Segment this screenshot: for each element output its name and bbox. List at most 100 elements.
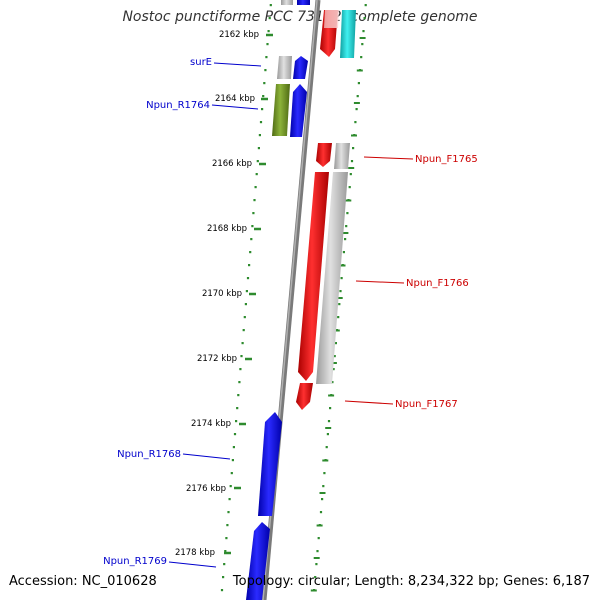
gene-Npun_F1766 — [298, 172, 329, 381]
left-track-dot — [229, 485, 232, 488]
scale-2172: 2172 kbp — [197, 354, 252, 364]
left-track-dot — [258, 134, 261, 137]
left-track-dot — [239, 368, 242, 371]
left-track-dot — [256, 160, 259, 163]
left-track-dot — [254, 186, 257, 189]
scale-label: 2168 kbp — [207, 224, 247, 234]
gene-Npun_R1764 — [290, 84, 307, 137]
left-track-dot — [238, 381, 241, 384]
right-track-dot — [331, 381, 334, 384]
scale-2170: 2170 kbp — [202, 289, 256, 299]
scale-label: 2178 kbp — [175, 548, 215, 558]
gene-Npun_R1769 — [246, 522, 270, 600]
left-track-dot — [265, 56, 268, 59]
right-track-dot — [342, 251, 345, 254]
left-track-dot — [242, 329, 245, 332]
gene-top-blue-partial — [297, 0, 310, 5]
left-track-dot — [245, 290, 248, 293]
right-track-dot — [326, 433, 329, 436]
right-track-dot — [357, 82, 360, 85]
left-track-dot — [226, 524, 229, 527]
right-track-dot — [348, 186, 351, 189]
left-track-dot — [232, 446, 235, 449]
right-track-dot — [346, 212, 349, 215]
left-track-dot — [246, 277, 250, 280]
right-track-dot — [334, 342, 337, 345]
right-track-dot — [349, 173, 352, 176]
scale-2166: 2166 kbp — [212, 159, 266, 169]
right-track-dot — [350, 160, 354, 163]
left-tick-track — [220, 4, 272, 592]
gene-gray-F1765 — [334, 143, 350, 169]
right-track-dot — [321, 498, 324, 501]
right-track-dot — [323, 472, 326, 475]
right-track-dot — [329, 407, 332, 410]
left-track-dot — [241, 342, 244, 345]
gene-Npun_F1767 — [296, 383, 313, 410]
left-track-dot — [236, 407, 239, 410]
scale-label: 2164 kbp — [215, 94, 255, 104]
leader-Npun_R1764 — [211, 104, 259, 110]
left-track-dot — [225, 537, 228, 540]
right-track-dot — [322, 485, 325, 488]
right-track-dot — [317, 537, 320, 540]
leader-surE — [213, 62, 262, 67]
right-track-dot — [338, 303, 341, 306]
right-tick-track — [310, 4, 367, 592]
left-track-dot — [249, 251, 252, 254]
left-track-dot — [235, 420, 238, 423]
scale-2178: 2178 kbp — [175, 548, 231, 558]
left-track-dot — [243, 316, 246, 319]
right-track-dot — [314, 576, 317, 579]
leader-Npun_F1765 — [363, 156, 414, 160]
left-track-dot — [248, 264, 251, 267]
right-track-dot — [319, 511, 323, 514]
scale-label: 2166 kbp — [212, 159, 252, 169]
left-track-dot — [264, 69, 267, 72]
right-track-dot — [339, 290, 342, 293]
left-track-dot — [237, 394, 240, 397]
gene-top-gray-partial — [281, 0, 293, 5]
scale-label: 2170 kbp — [202, 289, 242, 299]
left-track-dot — [269, 4, 272, 7]
right-track-dot — [352, 147, 355, 150]
left-track-dot — [255, 173, 258, 176]
map-title: Nostoc punctiforme PCC 73102, complete g… — [122, 9, 478, 25]
scale-2164: 2164 kbp — [215, 94, 268, 104]
left-track-dot — [227, 511, 230, 514]
gene-Npun_F1765 — [316, 143, 332, 167]
scale-2162: 2162 kbp — [219, 30, 273, 40]
left-track-dot — [263, 82, 266, 85]
right-track-dot — [361, 43, 364, 46]
label-Npun_F1765: Npun_F1765 — [415, 154, 478, 165]
left-track-dot — [220, 589, 224, 592]
scale-2174: 2174 kbp — [191, 419, 246, 429]
left-track-dot — [228, 498, 231, 501]
left-track-dot — [230, 472, 233, 475]
scale-label: 2172 kbp — [197, 354, 237, 364]
left-track-dot — [266, 43, 269, 46]
left-track-dot — [267, 30, 270, 33]
leader-Npun_F1767 — [344, 400, 394, 405]
leader-Npun_R1768 — [182, 453, 231, 460]
left-track-dot — [252, 212, 255, 215]
right-track-dot — [360, 56, 363, 59]
gene-Npun_R1768 — [258, 412, 282, 516]
right-track-dot — [344, 238, 347, 241]
scale-label: 2162 kbp — [219, 30, 259, 40]
gene-top-pink — [324, 10, 339, 28]
right-track-dot — [325, 446, 328, 449]
left-track-dot — [224, 550, 227, 553]
label-Npun_R1768: Npun_R1768 — [117, 449, 181, 460]
accession-text: Accession: NC_010628 — [9, 574, 157, 589]
gene-surE — [293, 56, 308, 79]
scale-2176: 2176 kbp — [186, 484, 241, 494]
label-Npun_R1764: Npun_R1764 — [146, 100, 210, 111]
right-track-dot — [364, 4, 367, 7]
left-track-dot — [268, 17, 271, 20]
left-track-dot — [259, 121, 263, 124]
left-track-dot — [257, 147, 260, 150]
label-Npun_R1769: Npun_R1769 — [103, 556, 167, 567]
right-track-dot — [315, 563, 318, 566]
